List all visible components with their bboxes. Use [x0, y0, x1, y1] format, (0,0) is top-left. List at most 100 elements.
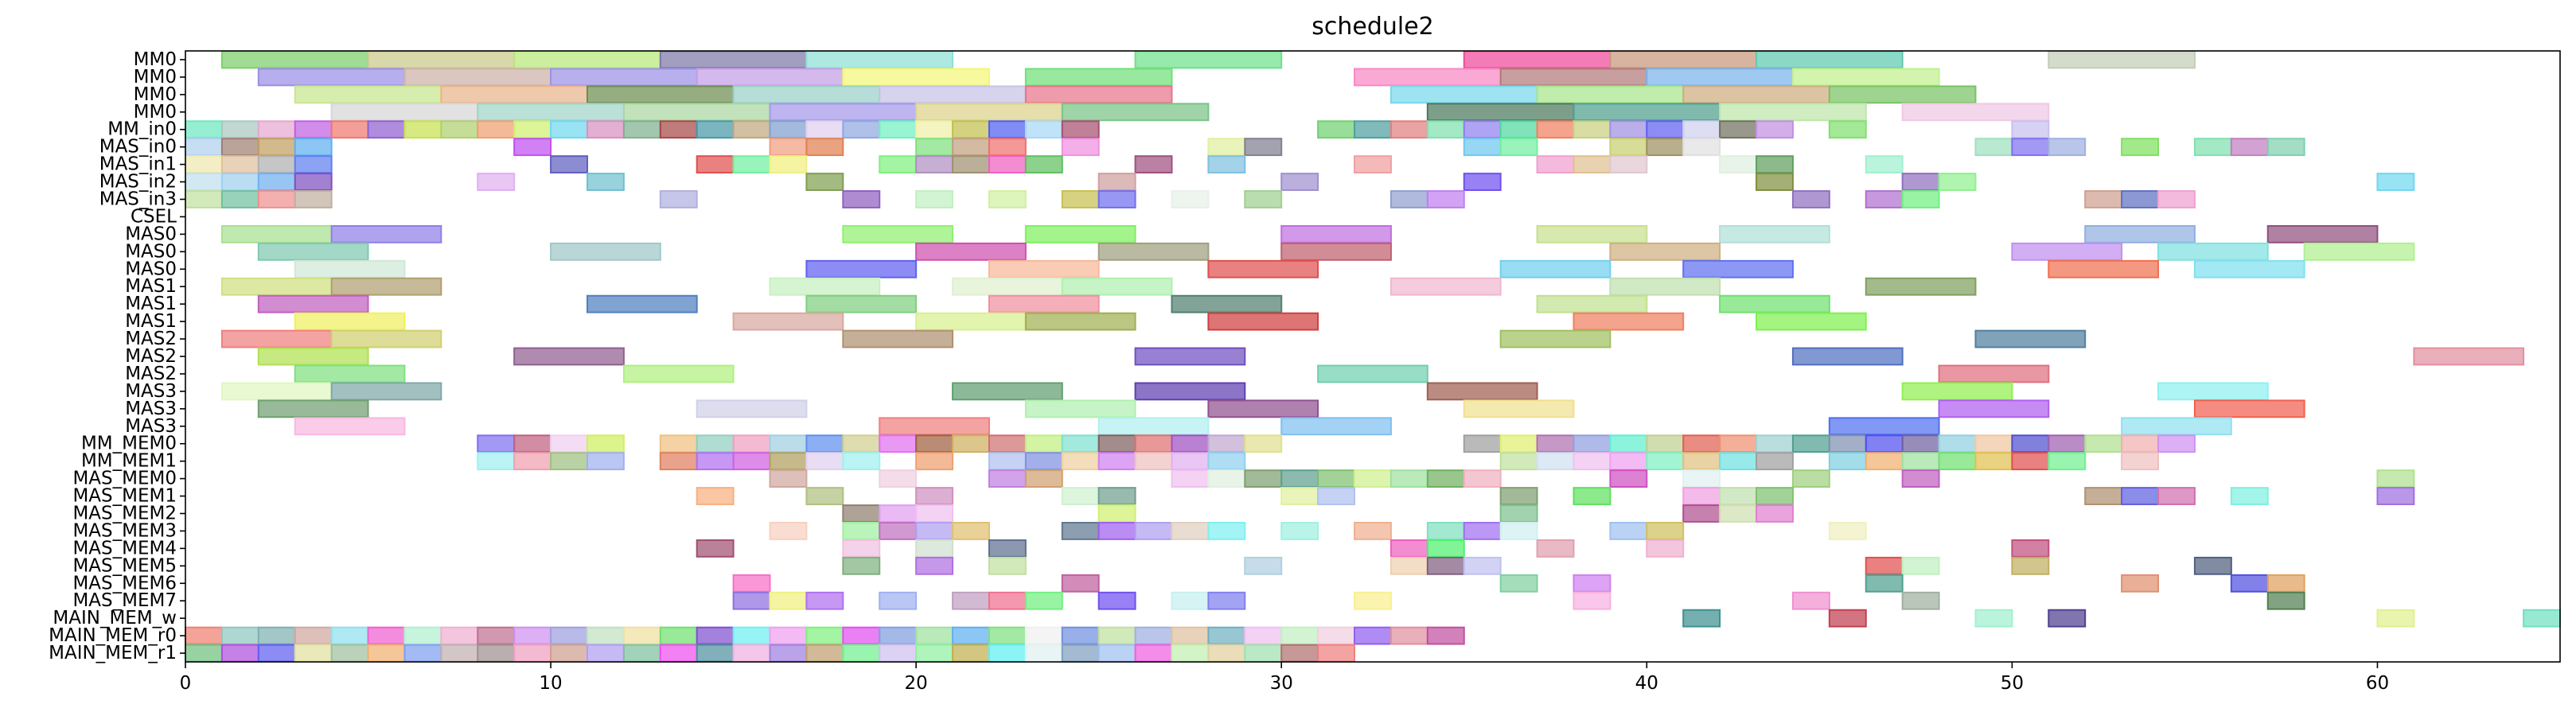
task-bar [257, 173, 296, 191]
task-bar [513, 626, 552, 645]
task-bar [1389, 556, 1428, 575]
task-bar [659, 644, 698, 663]
task-bar [1499, 452, 1538, 471]
task-bar [2011, 120, 2050, 139]
task-bar [1317, 626, 1356, 645]
task-bar [1354, 469, 1392, 488]
task-bar [988, 190, 1027, 208]
task-bar [879, 155, 918, 174]
task-bar [1024, 68, 1173, 87]
y-tick-label: MAS1 [125, 311, 177, 332]
task-bar [1463, 522, 1502, 540]
task-bar [2157, 487, 2196, 505]
task-bar [2157, 382, 2269, 401]
task-bar [1974, 452, 2013, 471]
task-bar [2121, 417, 2232, 436]
y-tick-label: MAS_in2 [99, 172, 177, 193]
task-bar [1536, 539, 1575, 558]
task-bar [805, 120, 844, 139]
y-tick-label: MM_MEM1 [81, 451, 177, 472]
task-bar [915, 644, 954, 663]
task-bar [1061, 522, 1100, 540]
task-bar [586, 173, 625, 191]
task-bar [330, 644, 369, 663]
task-bar [1901, 103, 2050, 122]
task-bar [1061, 434, 1100, 453]
task-bar [586, 644, 625, 663]
task-bar [294, 120, 333, 139]
task-bar [622, 364, 735, 383]
task-bar [2084, 487, 2123, 505]
task-bar [915, 626, 954, 645]
task-bar [1499, 504, 1538, 523]
task-bar [2011, 434, 2050, 453]
task-bar [1207, 591, 1246, 610]
task-bar [915, 312, 1027, 331]
task-bar [1134, 452, 1173, 471]
task-bar [1938, 452, 1977, 471]
task-bar [1134, 50, 1283, 69]
task-bar [2193, 399, 2305, 418]
task-bar [1756, 155, 1794, 174]
task-bar [988, 626, 1027, 645]
task-bar [257, 242, 369, 261]
plot-frame [185, 50, 2561, 663]
x-tick-label: 50 [2001, 673, 2024, 694]
task-bar [513, 138, 552, 157]
task-bar [1389, 469, 1428, 488]
task-bar [550, 155, 588, 174]
task-bar [1536, 120, 1575, 139]
task-bar [2048, 50, 2196, 69]
task-bar [915, 155, 954, 174]
task-bar [1901, 469, 1940, 488]
task-bar [477, 644, 516, 663]
task-bar [1609, 434, 1648, 453]
task-bar [1463, 120, 1502, 139]
task-bar [477, 452, 516, 471]
task-bar [185, 626, 223, 645]
task-bar [1609, 120, 1648, 139]
task-bar [550, 644, 588, 663]
task-bar [842, 452, 881, 471]
task-bar [2048, 452, 2087, 471]
task-bar [586, 434, 625, 453]
task-bar [915, 487, 954, 505]
task-bar [988, 155, 1027, 174]
task-bar [988, 452, 1027, 471]
task-bar [1791, 469, 1830, 488]
task-bar [550, 452, 588, 471]
chart-title: schedule2 [1311, 13, 1434, 41]
task-bar [185, 138, 223, 157]
task-bar [1609, 522, 1648, 540]
task-bar [1536, 85, 1685, 104]
task-bar [2376, 609, 2415, 628]
task-bar [1354, 591, 1392, 610]
task-bar [842, 434, 881, 453]
task-bar [1572, 434, 1611, 453]
task-bar [1536, 155, 1575, 174]
task-bar [513, 120, 552, 139]
task-bar [1901, 190, 1940, 208]
task-bar [805, 138, 844, 157]
task-bar [1061, 277, 1173, 296]
task-bar [1719, 155, 1758, 174]
task-bar [1061, 452, 1100, 471]
task-bar [1024, 120, 1063, 139]
task-bar [1024, 434, 1063, 453]
task-bar [842, 626, 881, 645]
task-bar [1756, 487, 1794, 505]
task-bar [1244, 644, 1283, 663]
task-bar [1244, 469, 1283, 488]
task-bar [220, 120, 259, 139]
y-tick-label: MAS0 [125, 259, 177, 279]
task-bar [294, 417, 406, 436]
task-bar [732, 644, 771, 663]
task-bar [805, 294, 918, 313]
task-bar [769, 522, 808, 540]
task-bar [1828, 120, 1867, 139]
task-bar [2230, 574, 2269, 593]
task-bar [805, 452, 844, 471]
task-bar [477, 626, 516, 645]
task-bar [1756, 120, 1794, 139]
task-bar [1609, 50, 1758, 69]
